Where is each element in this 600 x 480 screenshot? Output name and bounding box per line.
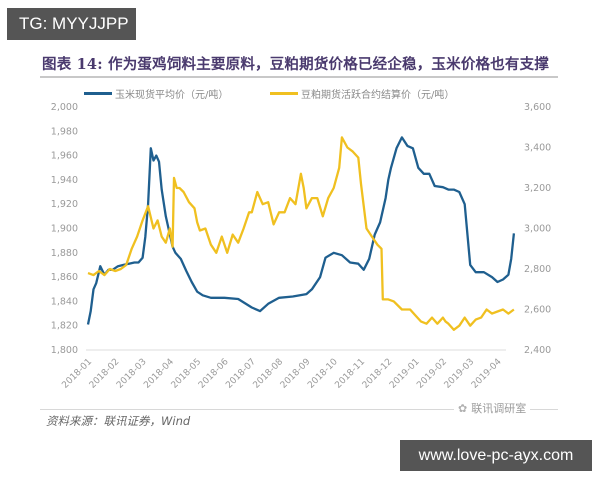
x-tick-label: 2019-04 bbox=[470, 357, 504, 391]
y-right-tick-label: 2,600 bbox=[524, 305, 551, 316]
chart-title: 图表 14: 作为蛋鸡饲料主要原料，豆粕期货价格已经企稳，玉米价格也有支撑 bbox=[42, 56, 550, 73]
legend-item-corn: 玉米现货平均价（元/吨） bbox=[84, 86, 228, 101]
y-left-tick-label: 1,900 bbox=[51, 224, 78, 235]
watermark-top: TG: MYYJJPP bbox=[7, 8, 136, 40]
brand-mark: ✿ 联讯调研室 bbox=[454, 400, 531, 416]
y-axis-right: 3,600 3,400 3,200 3,000 2,800 2,600 2,400 bbox=[524, 102, 551, 356]
y-left-tick-label: 1,820 bbox=[51, 321, 78, 332]
wechat-icon: ✿ bbox=[458, 401, 468, 415]
y-axis-left: 2,000 1,980 1,960 1,940 1,920 1,900 1,880 1,860… bbox=[51, 102, 78, 356]
series-lines bbox=[86, 136, 516, 331]
brand-label: 联讯调研室 bbox=[471, 402, 527, 415]
y-right-tick-label: 2,400 bbox=[524, 345, 551, 356]
source-divider bbox=[40, 409, 558, 410]
y-left-tick-label: 1,920 bbox=[51, 199, 78, 210]
y-left-tick-label: 1,940 bbox=[51, 175, 78, 186]
x-axis: 2018-012018-022018-032018-042018-052018-… bbox=[60, 357, 503, 391]
legend-swatch-soymeal bbox=[270, 92, 298, 95]
y-right-tick-label: 3,600 bbox=[524, 102, 551, 113]
y-left-tick-label: 1,960 bbox=[51, 151, 78, 162]
y-left-tick-label: 1,840 bbox=[51, 296, 78, 307]
legend-swatch-corn bbox=[84, 92, 112, 95]
corn-price-line bbox=[86, 136, 516, 325]
y-right-tick-label: 2,800 bbox=[524, 264, 551, 275]
legend-item-soymeal: 豆粕期货活跃合约结算价（元/吨） bbox=[270, 86, 454, 101]
y-left-tick-label: 1,880 bbox=[51, 248, 78, 259]
source-note: 资料来源：联讯证券，Wind bbox=[46, 414, 191, 428]
y-left-tick-label: 1,980 bbox=[51, 126, 78, 137]
title-divider bbox=[40, 76, 558, 78]
y-left-tick-label: 1,800 bbox=[51, 345, 78, 356]
y-left-tick-label: 2,000 bbox=[51, 102, 78, 113]
legend-label-corn: 玉米现货平均价（元/吨） bbox=[115, 90, 229, 101]
y-right-tick-label: 3,400 bbox=[524, 143, 551, 154]
y-right-tick-label: 3,000 bbox=[524, 224, 551, 235]
legend-label-soymeal: 豆粕期货活跃合约结算价（元/吨） bbox=[301, 90, 455, 101]
soymeal-price-line bbox=[87, 136, 515, 331]
y-left-tick-label: 1,860 bbox=[51, 272, 78, 283]
watermark-bottom: www.love-pc-ayx.com bbox=[400, 440, 592, 471]
y-right-tick-label: 3,200 bbox=[524, 183, 551, 194]
